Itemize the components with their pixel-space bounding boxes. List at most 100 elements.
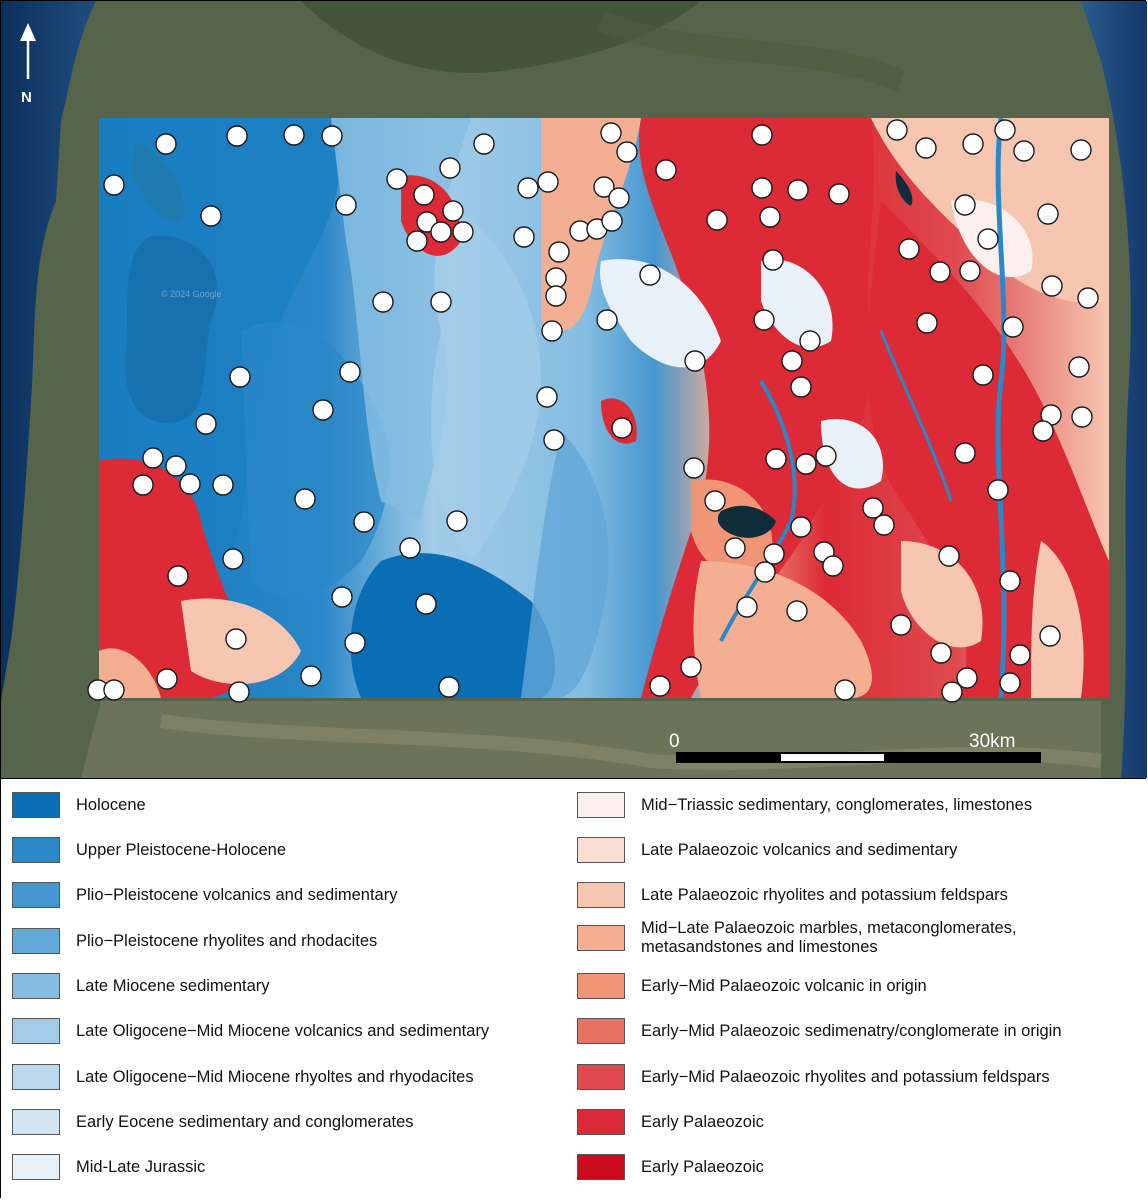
sample-site[interactable]: [954, 194, 976, 216]
sample-site[interactable]: [430, 221, 452, 243]
sample-site[interactable]: [132, 474, 154, 496]
sample-site[interactable]: [438, 676, 460, 698]
sample-site[interactable]: [790, 516, 812, 538]
sample-site[interactable]: [954, 442, 976, 464]
sample-site[interactable]: [704, 490, 726, 512]
sample-site[interactable]: [339, 361, 361, 383]
sample-site[interactable]: [787, 179, 809, 201]
sample-site[interactable]: [344, 632, 366, 654]
sample-site[interactable]: [321, 125, 343, 147]
sample-site[interactable]: [353, 511, 375, 533]
sample-site[interactable]: [972, 364, 994, 386]
sample-site[interactable]: [1071, 406, 1093, 428]
sample-site[interactable]: [941, 681, 963, 703]
sample-site[interactable]: [822, 555, 844, 577]
sample-site[interactable]: [754, 561, 776, 583]
sample-site[interactable]: [312, 399, 334, 421]
sample-site[interactable]: [593, 176, 615, 198]
sample-site[interactable]: [601, 210, 623, 232]
sample-site[interactable]: [103, 679, 125, 701]
sample-site[interactable]: [541, 320, 563, 342]
sample-site[interactable]: [655, 159, 677, 181]
sample-site[interactable]: [753, 309, 775, 331]
sample-site[interactable]: [898, 238, 920, 260]
sample-site[interactable]: [724, 537, 746, 559]
sample-site[interactable]: [706, 209, 728, 231]
sample-site[interactable]: [513, 226, 535, 248]
sample-site[interactable]: [1070, 139, 1092, 161]
sample-site[interactable]: [545, 285, 567, 307]
sample-site[interactable]: [639, 264, 661, 286]
sample-site[interactable]: [994, 119, 1016, 141]
sample-site[interactable]: [915, 137, 937, 159]
sample-site[interactable]: [1037, 203, 1059, 225]
sample-site[interactable]: [886, 119, 908, 141]
sample-site[interactable]: [786, 600, 808, 622]
sample-site[interactable]: [517, 177, 539, 199]
sample-site[interactable]: [536, 386, 558, 408]
sample-site[interactable]: [225, 628, 247, 650]
sample-site[interactable]: [442, 200, 464, 222]
sample-site[interactable]: [413, 184, 435, 206]
sample-site[interactable]: [956, 667, 978, 689]
sample-site[interactable]: [386, 168, 408, 190]
sample-site[interactable]: [790, 376, 812, 398]
sample-site[interactable]: [1032, 420, 1054, 442]
sample-site[interactable]: [600, 122, 622, 144]
sample-site[interactable]: [862, 497, 884, 519]
sample-site[interactable]: [684, 350, 706, 372]
sample-site[interactable]: [736, 596, 758, 618]
sample-site[interactable]: [977, 228, 999, 250]
sample-site[interactable]: [799, 330, 821, 352]
sample-site[interactable]: [873, 514, 895, 536]
sample-site[interactable]: [1009, 644, 1031, 666]
sample-site[interactable]: [765, 448, 787, 470]
sample-site[interactable]: [406, 230, 428, 252]
sample-site[interactable]: [103, 174, 125, 196]
sample-site[interactable]: [959, 260, 981, 282]
sample-site[interactable]: [165, 455, 187, 477]
sample-site[interactable]: [331, 586, 353, 608]
sample-site[interactable]: [226, 125, 248, 147]
sample-site[interactable]: [999, 570, 1021, 592]
sample-site[interactable]: [1068, 356, 1090, 378]
sample-site[interactable]: [1041, 275, 1063, 297]
sample-site[interactable]: [751, 124, 773, 146]
sample-site[interactable]: [762, 249, 784, 271]
sample-site[interactable]: [1077, 287, 1099, 309]
sample-site[interactable]: [300, 665, 322, 687]
sample-site[interactable]: [142, 447, 164, 469]
sample-site[interactable]: [430, 291, 452, 313]
sample-site[interactable]: [543, 429, 565, 451]
sample-site[interactable]: [335, 194, 357, 216]
sample-site[interactable]: [545, 267, 567, 289]
sample-site[interactable]: [608, 187, 630, 209]
sample-site[interactable]: [283, 124, 305, 146]
sample-site[interactable]: [548, 241, 570, 263]
sample-site[interactable]: [399, 537, 421, 559]
sample-site[interactable]: [452, 221, 474, 243]
sample-site[interactable]: [1039, 625, 1061, 647]
sample-site[interactable]: [929, 261, 951, 283]
sample-site[interactable]: [222, 548, 244, 570]
sample-site[interactable]: [372, 291, 394, 313]
sample-site[interactable]: [179, 473, 201, 495]
sample-site[interactable]: [537, 171, 559, 193]
sample-site[interactable]: [446, 510, 468, 532]
sample-site[interactable]: [439, 157, 461, 179]
sample-site[interactable]: [938, 545, 960, 567]
sample-site[interactable]: [156, 668, 178, 690]
sample-site[interactable]: [200, 205, 222, 227]
sample-site[interactable]: [195, 413, 217, 435]
sample-site[interactable]: [1013, 140, 1035, 162]
sample-site[interactable]: [916, 312, 938, 334]
sample-site[interactable]: [1002, 316, 1024, 338]
sample-site[interactable]: [473, 133, 495, 155]
sample-site[interactable]: [229, 366, 251, 388]
sample-site[interactable]: [680, 656, 702, 678]
sample-site[interactable]: [596, 309, 618, 331]
sample-site[interactable]: [795, 453, 817, 475]
sample-site[interactable]: [999, 672, 1021, 694]
sample-site[interactable]: [828, 183, 850, 205]
sample-site[interactable]: [834, 679, 856, 701]
